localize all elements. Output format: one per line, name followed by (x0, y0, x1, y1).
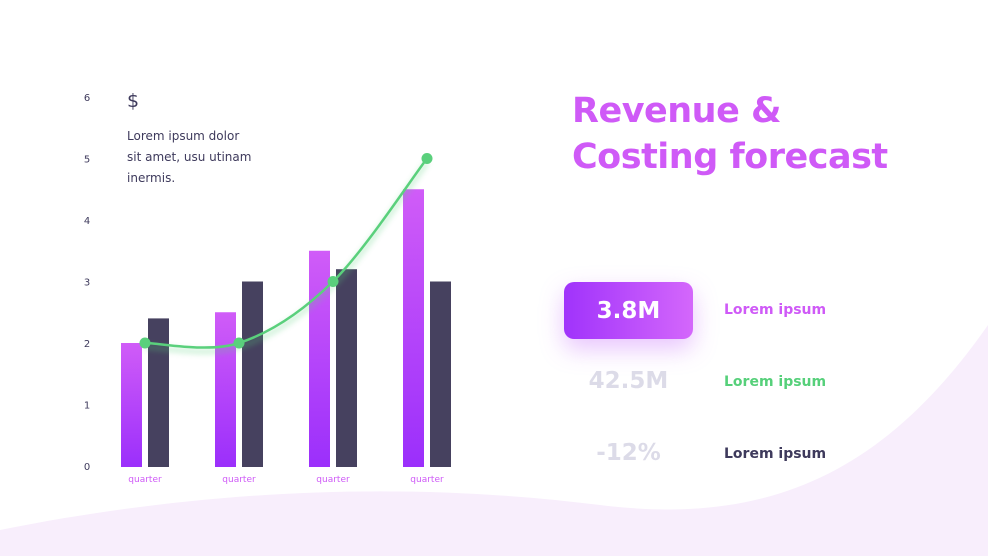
line-point (327, 276, 339, 287)
x-tick-label: quarter (316, 475, 350, 485)
kpi-value: 42.5M (588, 368, 669, 394)
y-tick-label: 6 (84, 93, 90, 104)
line-point (421, 153, 433, 164)
chart-description: Lorem ipsum dolor sit amet, usu utinam i… (127, 129, 252, 185)
bar-series-2 (148, 318, 169, 467)
kpi-value: -12% (596, 440, 661, 466)
kpi-label: Lorem ipsum (724, 446, 827, 462)
bar-series-1 (403, 189, 424, 467)
kpi-label: Lorem ipsum (724, 374, 827, 390)
line-glow (144, 160, 429, 355)
y-tick-label: 2 (84, 339, 90, 350)
kpi-label: Lorem ipsum (724, 302, 827, 318)
kpi-value-highlighted: 3.8M (564, 282, 693, 339)
bar-series-2 (430, 281, 451, 467)
y-tick-label: 0 (84, 462, 90, 473)
y-tick-label: 3 (84, 278, 90, 289)
x-tick-label: quarter (128, 475, 162, 485)
y-tick-label: 4 (84, 216, 90, 227)
line-point (139, 337, 151, 349)
title-line-2: Costing forecast (572, 137, 888, 177)
bar-series-2 (336, 269, 357, 467)
bar-series-1 (215, 312, 236, 467)
line-series (144, 157, 428, 349)
bar-series-1 (121, 343, 142, 467)
y-tick-label: 1 (84, 401, 90, 412)
title-line-1: Revenue & (572, 91, 782, 131)
currency-symbol: $ (127, 90, 140, 112)
x-tick-label: quarter (410, 475, 444, 485)
y-tick-label: 5 (84, 155, 90, 166)
x-tick-label: quarter (222, 475, 256, 485)
line-point (233, 337, 245, 349)
bar-series-1 (309, 250, 330, 467)
page-title: Revenue & Costing forecast (572, 88, 888, 180)
bar-series-2 (242, 281, 263, 467)
